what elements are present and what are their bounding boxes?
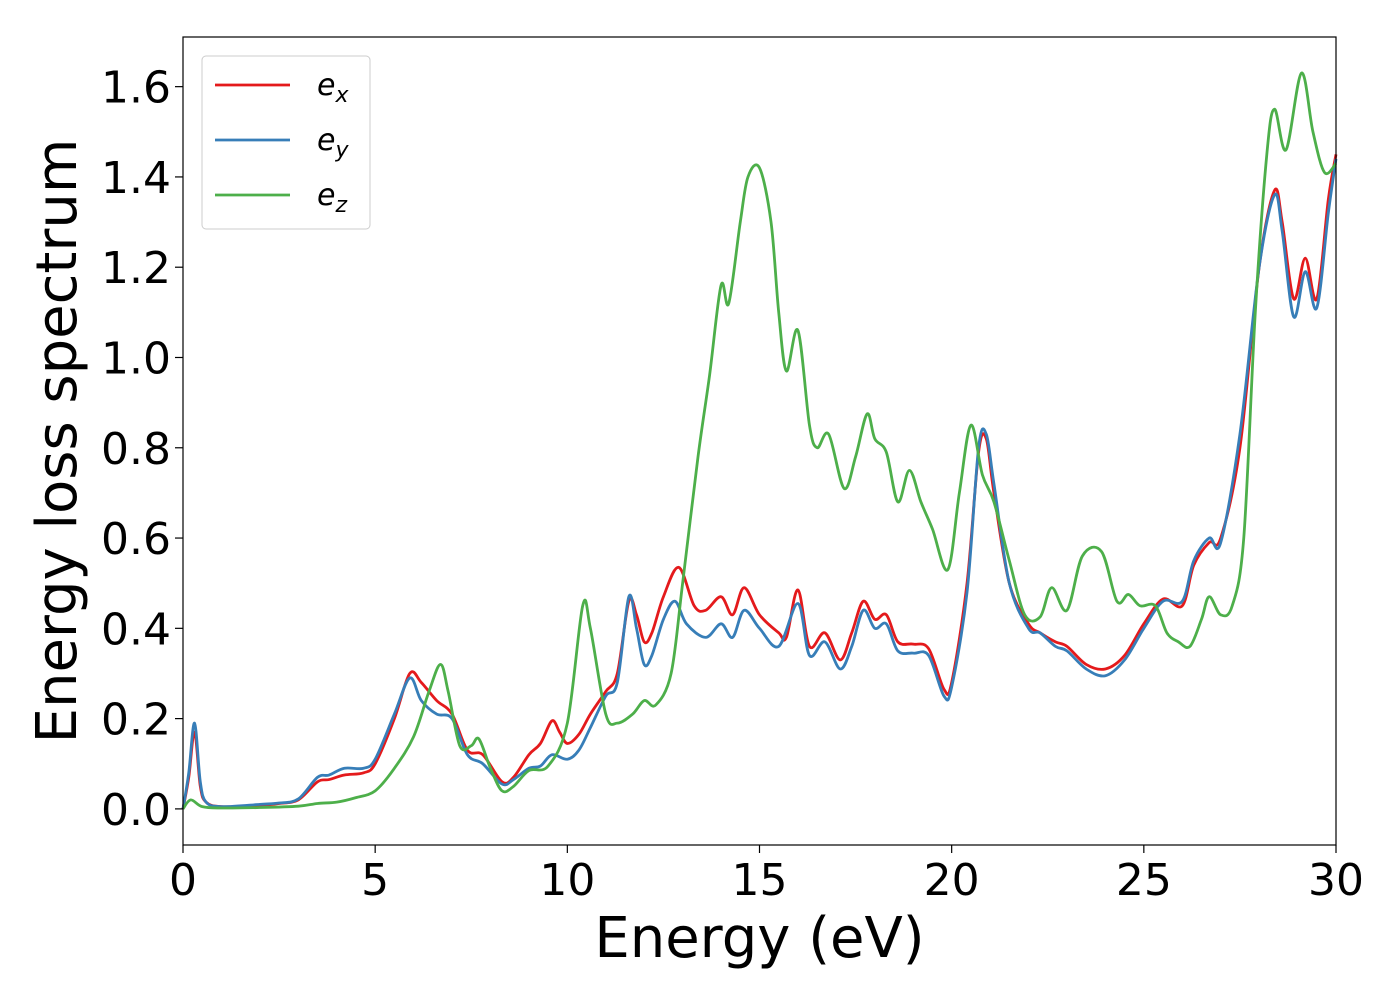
y-tick-label: 0.0 — [101, 785, 171, 836]
x-tick-label: 20 — [924, 855, 980, 906]
x-tick-label: 15 — [732, 855, 788, 906]
legend-box — [201, 55, 371, 230]
x-axis-label: Energy (eV) — [594, 906, 924, 971]
x-tick-label: 10 — [539, 855, 595, 906]
legend-label-ex: ex — [317, 68, 349, 108]
legend-label-ey: ey — [317, 123, 349, 163]
y-tick-label: 0.6 — [101, 514, 171, 565]
x-tick-label: 30 — [1308, 855, 1364, 906]
x-tick-label: 0 — [169, 855, 197, 906]
y-tick-label: 1.6 — [101, 63, 171, 114]
y-tick-label: 1.2 — [101, 243, 171, 294]
series-line-ez — [181, 71, 1338, 810]
plot-background — [183, 37, 1336, 845]
series-line-ey — [181, 158, 1338, 810]
y-tick-label: 0.8 — [101, 424, 171, 475]
x-axis-ticks: 0 5 10 15 20 25 30 — [169, 845, 1364, 906]
y-tick-label: 0.4 — [101, 604, 171, 655]
x-tick-label: 5 — [361, 855, 389, 906]
y-tick-label: 1.4 — [101, 153, 171, 204]
y-tick-label: 0.2 — [101, 695, 171, 746]
series-layer — [181, 71, 1338, 810]
x-tick-label: 25 — [1116, 855, 1172, 906]
y-tick-label: 1.0 — [101, 333, 171, 384]
legend: ex ey ez — [201, 55, 371, 230]
y-axis-label: Energy loss spectrum — [25, 139, 90, 744]
legend-label-ez: ez — [317, 178, 347, 218]
y-axis-ticks: 0.0 0.2 0.4 0.6 0.8 1.0 1.2 1.4 1.6 — [101, 63, 183, 836]
